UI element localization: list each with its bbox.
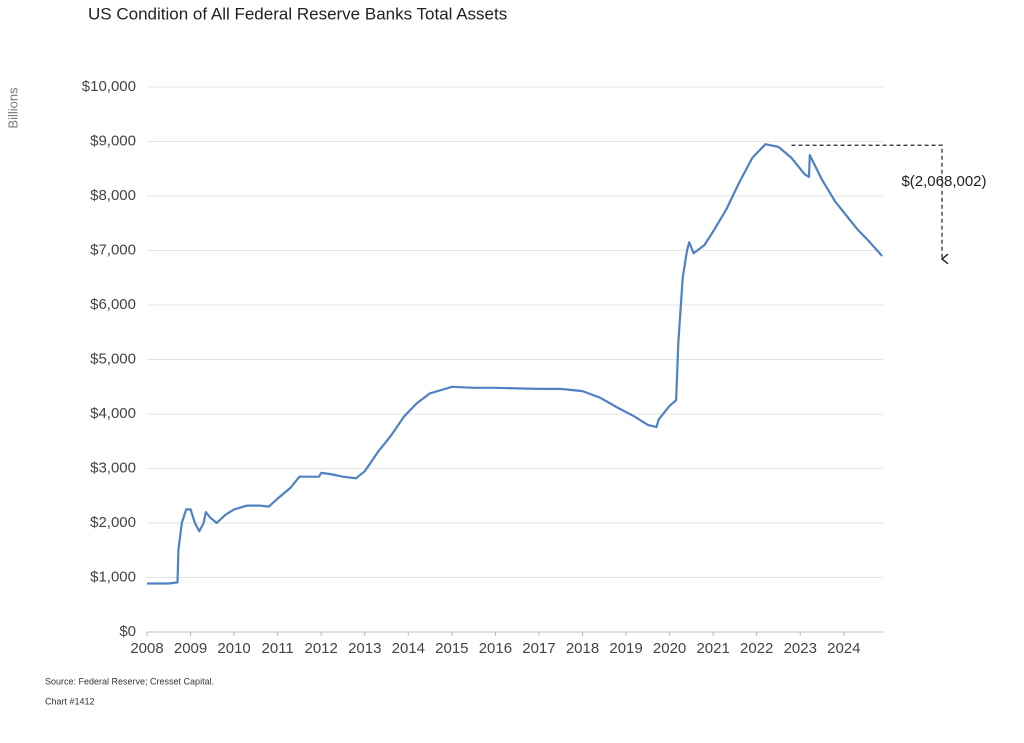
source-note: Source: Federal Reserve; Cresset Capital… [45, 676, 214, 686]
x-tick-label: 2014 [392, 640, 425, 657]
annotation-label: $(2,068,002) [901, 173, 986, 190]
y-tick-label: $0 [119, 623, 136, 640]
y-tick-label: $10,000 [82, 78, 136, 95]
x-tick-label: 2020 [653, 640, 686, 657]
y-tick-label: $6,000 [90, 296, 136, 313]
x-tick-label: 2008 [130, 640, 163, 657]
x-tick-label: 2021 [696, 640, 729, 657]
y-tick-label: $4,000 [90, 405, 136, 422]
y-tick-label: $2,000 [90, 514, 136, 531]
y-tick-label: $1,000 [90, 568, 136, 585]
y-tick-label: $8,000 [90, 187, 136, 204]
data-line [147, 143, 883, 585]
x-tick-label: 2022 [740, 640, 773, 657]
y-axis-label: Billions [5, 87, 20, 129]
x-tick-label: 2011 [262, 640, 294, 657]
x-tick-label: 2009 [174, 640, 207, 657]
x-tick-label: 2017 [522, 640, 555, 657]
chart-number: Chart #1412 [45, 696, 95, 706]
y-tick-label: $9,000 [90, 132, 136, 149]
chart-title: US Condition of All Federal Reserve Bank… [88, 4, 507, 23]
x-tick-label: 2012 [305, 640, 338, 657]
x-tick-label: 2018 [566, 640, 599, 657]
x-tick-label: 2019 [609, 640, 642, 657]
annotation-arrow [791, 144, 942, 259]
x-tick-label: 2016 [479, 640, 512, 657]
x-tick-label: 2010 [217, 640, 250, 657]
x-tick-label: 2023 [784, 640, 817, 657]
x-tick-label: 2015 [435, 640, 468, 657]
y-tick-label: $7,000 [90, 241, 136, 258]
x-tick-label: 2024 [827, 640, 860, 657]
y-tick-label: $5,000 [90, 350, 136, 367]
y-tick-label: $3,000 [90, 459, 136, 476]
x-tick-label: 2013 [348, 640, 381, 657]
